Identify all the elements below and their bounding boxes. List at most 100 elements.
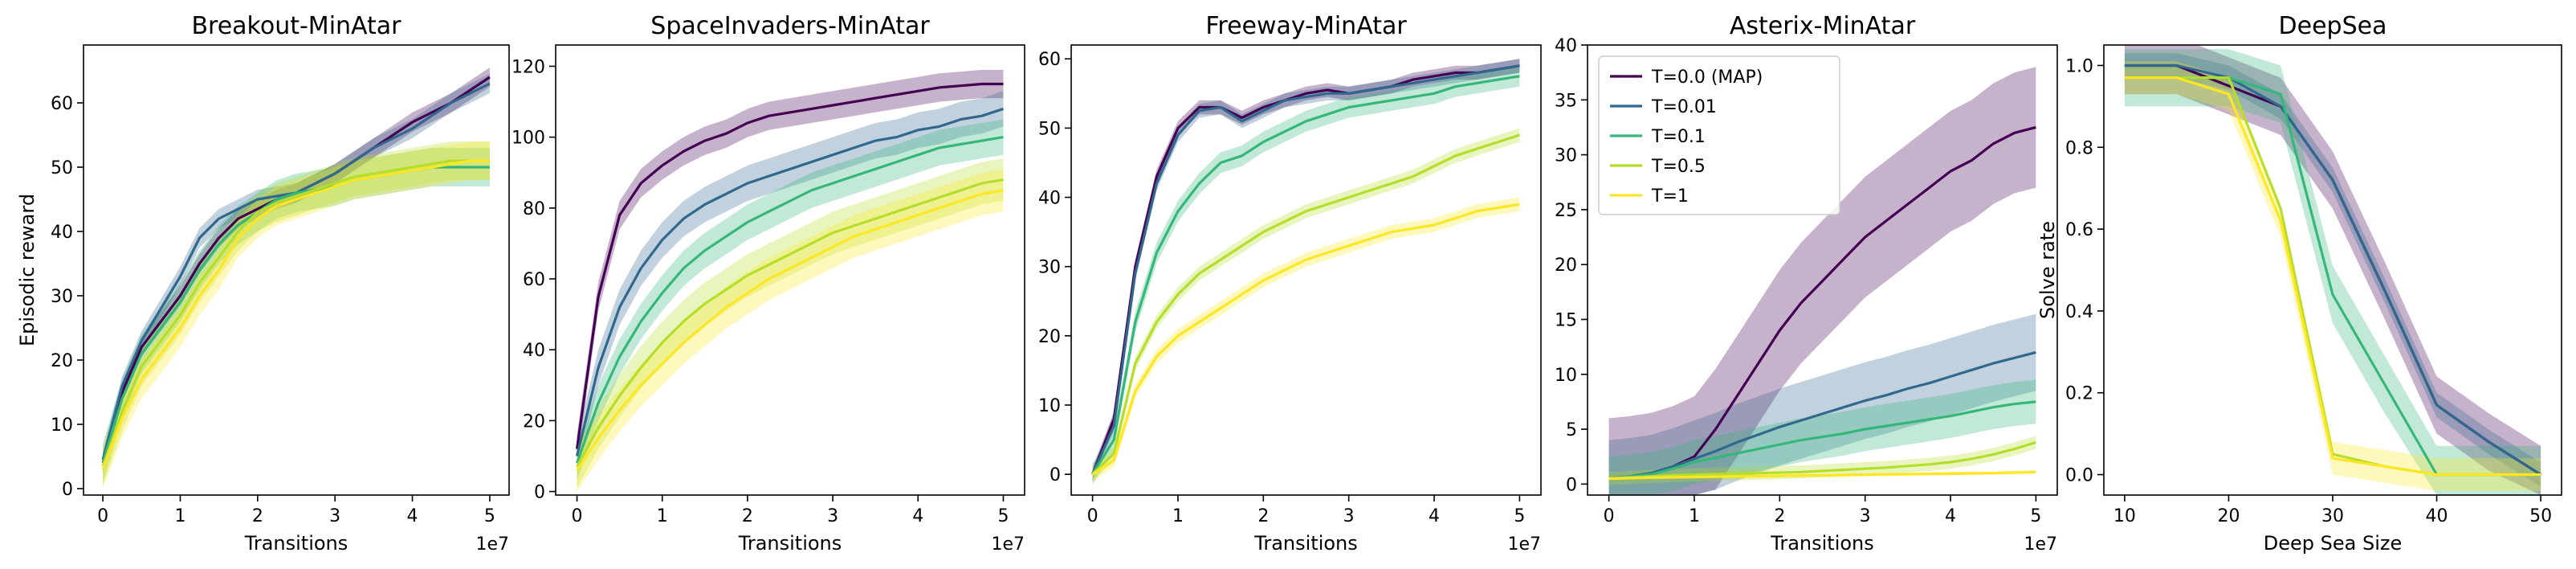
y-tick-label: 0.2: [2065, 384, 2093, 404]
y-tick-label: 25: [1555, 201, 1577, 221]
legend-entry-t-0-1: T=0.1: [1651, 127, 1706, 147]
y-tick-label: 60: [51, 94, 73, 114]
series-line-t-1: [2124, 76, 2541, 477]
x-axis-label: Transitions: [738, 532, 842, 555]
x-tick-label: 4: [912, 506, 923, 526]
y-axis-label: Solve rate: [2036, 221, 2059, 319]
x-axis-label: Transitions: [1253, 532, 1358, 555]
series-line-t-0-0-map: [575, 82, 1004, 449]
y-tick-label: 120: [512, 57, 545, 77]
y-axis-label: Episodic reward: [16, 194, 39, 346]
y-tick-label: 0: [534, 483, 545, 503]
band-t-0-01: [2124, 53, 2541, 487]
y-tick-label: 40: [51, 223, 73, 243]
y-tick-label: 50: [51, 158, 73, 178]
x-tick-label: 4: [1945, 506, 1956, 526]
x-tick-label: 2: [252, 506, 263, 526]
chart-title: Asterix-MinAtar: [1730, 12, 1916, 40]
y-tick-label: 0.8: [2065, 138, 2093, 158]
x-tick-label: 0: [1604, 506, 1615, 526]
legend-entry-t-0-0-map: T=0.0 (MAP): [1651, 68, 1763, 88]
series-line-t-0-0-map: [101, 76, 491, 464]
band-t-0-0-map: [2124, 45, 2541, 495]
x-tick-label: 5: [997, 506, 1009, 526]
series-line-t-0-01: [101, 82, 491, 461]
y-tick-label: 30: [1555, 146, 1577, 166]
series-line-t-0-5: [1608, 440, 2036, 481]
chart-title: DeepSea: [2279, 12, 2387, 40]
y-tick-label: 0.4: [2065, 302, 2093, 322]
axes-frame: [1070, 44, 1542, 496]
y-tick-label: 0.6: [2065, 220, 2093, 240]
x-tick-label: 0: [97, 506, 108, 526]
plot-area: [575, 69, 1005, 492]
y-tick-label: 10: [51, 415, 73, 436]
plot-area: [1608, 67, 2036, 495]
y-tick-label: 20: [523, 411, 545, 432]
x-axis-label: Transitions: [1770, 532, 1874, 555]
band-t-0-01: [103, 74, 490, 469]
chart-panel-deepsea: 10 20 30 40 50 0.0 0.2 0.4 0.6 0.8 1.0 DeepSea Deep …: [2036, 12, 2562, 555]
axes-frame: [1587, 44, 2058, 496]
series-line-t-1: [1091, 203, 1520, 476]
x-tick-label: 3: [1860, 506, 1871, 526]
series-line-t-1: [1608, 470, 2036, 481]
x-tick-label: 0: [572, 506, 583, 526]
y-tick-label: 15: [1555, 310, 1577, 330]
series-line-t-0-1: [575, 136, 1004, 464]
x-tick-label: 2: [742, 506, 753, 526]
x-tick-label: 3: [1343, 506, 1355, 526]
series-line-t-0-5: [101, 159, 490, 467]
x-tick-label: 5: [2030, 506, 2041, 526]
series-line-t-0-0-map: [1091, 64, 1520, 475]
chart-title: Breakout-MinAtar: [191, 12, 401, 40]
y-tick-label: 60: [1038, 50, 1061, 70]
x-offset-label: 1e7: [1507, 534, 1541, 555]
x-offset-label: 1e7: [475, 534, 509, 555]
y-tick-label: 20: [1038, 327, 1061, 347]
y-tick-label: 50: [1038, 119, 1061, 139]
series-line-t-0-1: [1091, 75, 1520, 476]
y-tick-label: 0.0: [2065, 466, 2093, 486]
legend-entry-t-0-01: T=0.01: [1651, 97, 1717, 117]
y-tick-label: 5: [1566, 420, 1577, 440]
series-line-t-0-01: [575, 107, 1005, 456]
x-tick-label: 5: [484, 506, 495, 526]
x-tick-label: 4: [407, 506, 418, 526]
y-tick-label: 30: [51, 287, 73, 307]
y-tick-label: 10: [1555, 366, 1577, 386]
series-line-t-0-01: [1608, 350, 2036, 481]
x-tick-label: 3: [329, 506, 340, 526]
x-tick-label: 1: [1689, 506, 1700, 526]
series-line-t-1: [576, 189, 1004, 471]
plot-area: [101, 68, 491, 489]
x-tick-label: 5: [1514, 506, 1525, 526]
x-tick-label: 30: [2321, 506, 2344, 526]
legend-entry-t-0-5: T=0.5: [1651, 157, 1706, 177]
x-offset-label: 1e7: [991, 534, 1025, 555]
x-offset-label: 1e7: [2024, 534, 2057, 555]
y-tick-label: 60: [523, 270, 545, 290]
x-tick-label: 2: [1257, 506, 1269, 526]
series-line-t-0-01: [1091, 64, 1520, 475]
band-t-0-1: [577, 119, 1004, 481]
x-tick-label: 0: [1087, 506, 1098, 526]
axes-frame: [555, 44, 1025, 496]
y-tick-label: 0: [1566, 475, 1577, 495]
x-tick-label: 2: [1774, 506, 1785, 526]
band-t-1: [1092, 197, 1520, 481]
y-tick-label: 100: [512, 129, 545, 149]
y-tick-label: 40: [523, 341, 545, 361]
series-line-t-0-5: [576, 178, 1004, 468]
plot-area: [2124, 45, 2541, 495]
y-tick-label: 35: [1555, 91, 1577, 111]
series-line-t-0-5: [1091, 133, 1520, 476]
band-t-0-01: [577, 91, 1004, 474]
chart-panel-breakout-minatar: 0 1 2 3 4 50102030405060Breakout-MinAtarTrans…: [16, 12, 510, 555]
y-tick-label: 30: [1038, 258, 1061, 278]
band-t-0-1: [2124, 49, 2541, 495]
legend-entry-t-1: T=1: [1651, 186, 1689, 207]
x-tick-label: 10: [2113, 506, 2136, 526]
y-tick-label: 10: [1038, 396, 1061, 416]
